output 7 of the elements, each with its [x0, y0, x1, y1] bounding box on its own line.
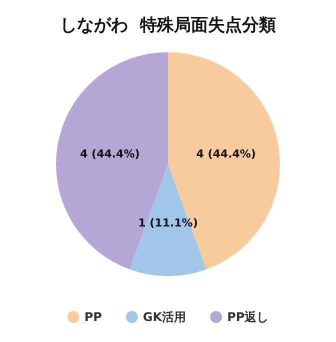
data-label: 4 (44.4%) [196, 147, 256, 160]
data-label: 1 (11.1%) [138, 216, 198, 230]
legend-label: PP [84, 310, 102, 324]
legend-label: PP返し [227, 310, 269, 324]
data-label: 4 (44.4%) [80, 147, 140, 160]
chart-title: しながわ 特殊局面失点分類 [60, 16, 276, 36]
legend-label: GK活用 [142, 310, 186, 324]
